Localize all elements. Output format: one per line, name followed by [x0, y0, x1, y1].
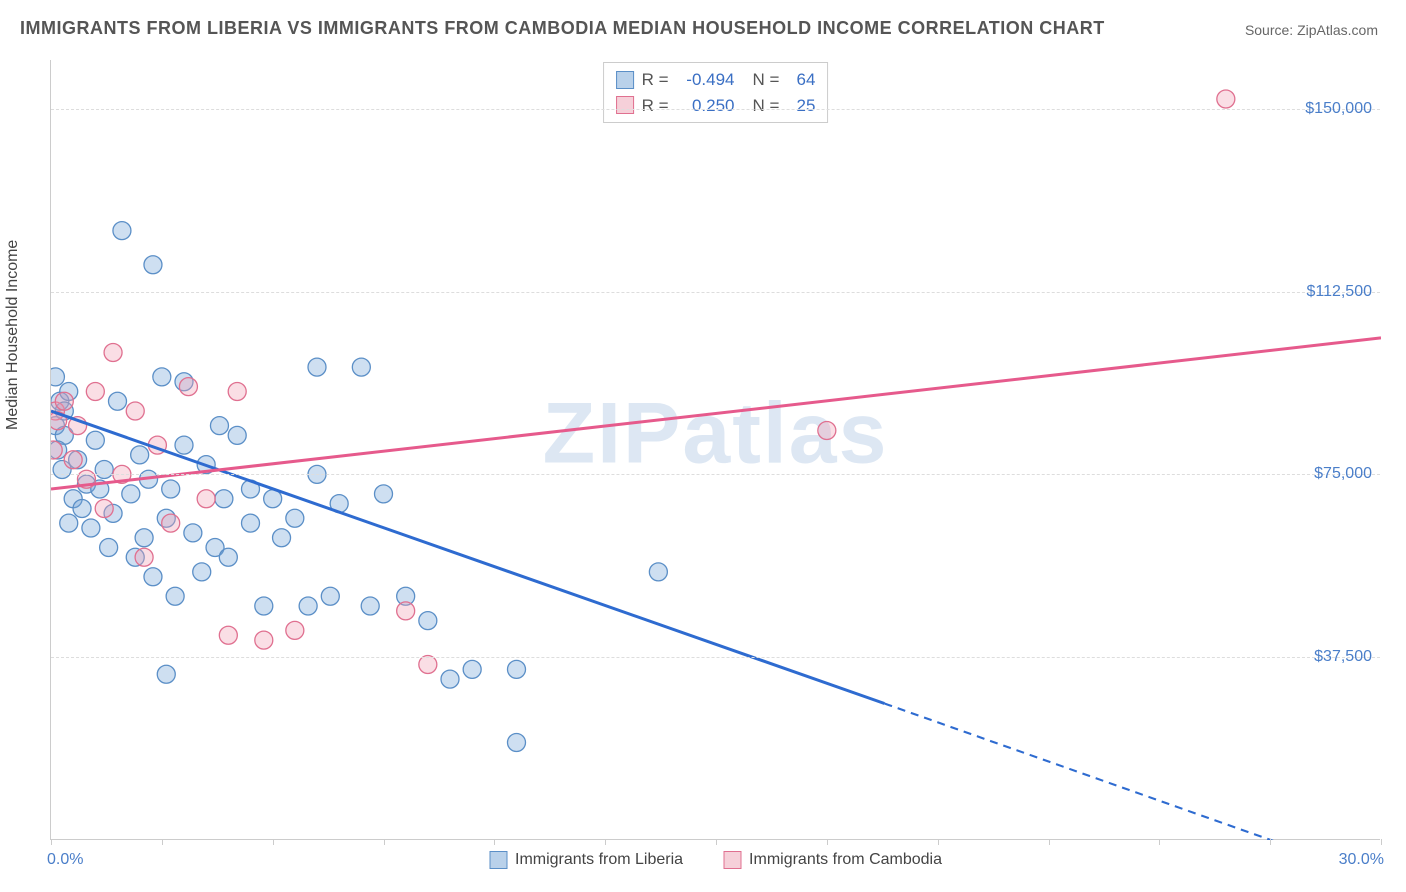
data-point — [144, 256, 162, 274]
data-point — [219, 548, 237, 566]
swatch-blue-icon — [489, 851, 507, 869]
x-tick — [827, 839, 828, 845]
data-point — [122, 485, 140, 503]
legend-item-1: Immigrants from Liberia — [489, 851, 683, 869]
data-point — [131, 446, 149, 464]
data-point — [175, 436, 193, 454]
data-point — [308, 358, 326, 376]
legend-label-2: Immigrants from Cambodia — [749, 851, 942, 869]
data-point — [419, 612, 437, 630]
data-point — [162, 514, 180, 532]
data-point — [352, 358, 370, 376]
trend-line — [51, 338, 1381, 489]
y-tick-label: $150,000 — [1305, 100, 1372, 118]
x-tick-end: 30.0% — [1339, 851, 1384, 869]
data-point — [419, 656, 437, 674]
x-tick — [384, 839, 385, 845]
x-tick — [1381, 839, 1382, 845]
data-point — [60, 514, 78, 532]
data-point — [273, 529, 291, 547]
data-point — [219, 626, 237, 644]
swatch-pink-icon — [723, 851, 741, 869]
data-point — [109, 392, 127, 410]
data-point — [73, 500, 91, 518]
x-tick — [716, 839, 717, 845]
data-point — [86, 431, 104, 449]
data-point — [242, 514, 260, 532]
data-point — [361, 597, 379, 615]
data-point — [100, 539, 118, 557]
y-tick-label: $112,500 — [1306, 283, 1372, 301]
data-point — [135, 548, 153, 566]
data-point — [162, 480, 180, 498]
chart-container: IMMIGRANTS FROM LIBERIA VS IMMIGRANTS FR… — [0, 0, 1406, 892]
data-point — [441, 670, 459, 688]
x-tick-start: 0.0% — [47, 851, 83, 869]
data-point — [153, 368, 171, 386]
data-point — [1217, 90, 1235, 108]
legend-item-2: Immigrants from Cambodia — [723, 851, 942, 869]
chart-title: IMMIGRANTS FROM LIBERIA VS IMMIGRANTS FR… — [20, 18, 1105, 39]
data-point — [197, 490, 215, 508]
data-point — [375, 485, 393, 503]
data-point — [86, 383, 104, 401]
legend: Immigrants from Liberia Immigrants from … — [489, 851, 942, 869]
data-point — [255, 597, 273, 615]
data-point — [184, 524, 202, 542]
trend-line-dash — [884, 704, 1381, 841]
x-tick — [938, 839, 939, 845]
plot-area: ZIPatlas R = -0.494 N = 64 R = 0.250 N =… — [50, 60, 1380, 840]
data-point — [397, 602, 415, 620]
data-point — [228, 383, 246, 401]
data-point — [508, 660, 526, 678]
x-tick — [1159, 839, 1160, 845]
x-tick — [1049, 839, 1050, 845]
data-point — [818, 422, 836, 440]
data-point — [210, 417, 228, 435]
gridline — [51, 474, 1380, 475]
data-point — [144, 568, 162, 586]
data-point — [193, 563, 211, 581]
legend-label-1: Immigrants from Liberia — [515, 851, 683, 869]
y-tick-label: $75,000 — [1314, 465, 1372, 483]
data-point — [82, 519, 100, 537]
data-point — [166, 587, 184, 605]
data-point — [95, 500, 113, 518]
x-tick — [273, 839, 274, 845]
data-point — [157, 665, 175, 683]
data-point — [508, 734, 526, 752]
y-tick-label: $37,500 — [1314, 648, 1372, 666]
data-point — [649, 563, 667, 581]
data-point — [299, 597, 317, 615]
data-point — [126, 402, 144, 420]
data-point — [255, 631, 273, 649]
data-point — [104, 344, 122, 362]
data-point — [135, 529, 153, 547]
data-point — [215, 490, 233, 508]
plot-svg — [51, 60, 1381, 840]
source-label: Source: ZipAtlas.com — [1245, 22, 1378, 38]
gridline — [51, 109, 1380, 110]
data-point — [113, 222, 131, 240]
data-point — [228, 426, 246, 444]
data-point — [179, 378, 197, 396]
y-axis-label: Median Household Income — [4, 240, 22, 430]
x-tick — [162, 839, 163, 845]
data-point — [463, 660, 481, 678]
data-point — [64, 451, 82, 469]
x-tick — [494, 839, 495, 845]
data-point — [286, 509, 304, 527]
data-point — [51, 368, 64, 386]
x-tick — [51, 839, 52, 845]
data-point — [95, 461, 113, 479]
x-tick — [605, 839, 606, 845]
data-point — [321, 587, 339, 605]
data-point — [55, 392, 73, 410]
trend-line — [51, 411, 884, 704]
x-tick — [1270, 839, 1271, 845]
gridline — [51, 292, 1380, 293]
data-point — [286, 621, 304, 639]
gridline — [51, 657, 1380, 658]
